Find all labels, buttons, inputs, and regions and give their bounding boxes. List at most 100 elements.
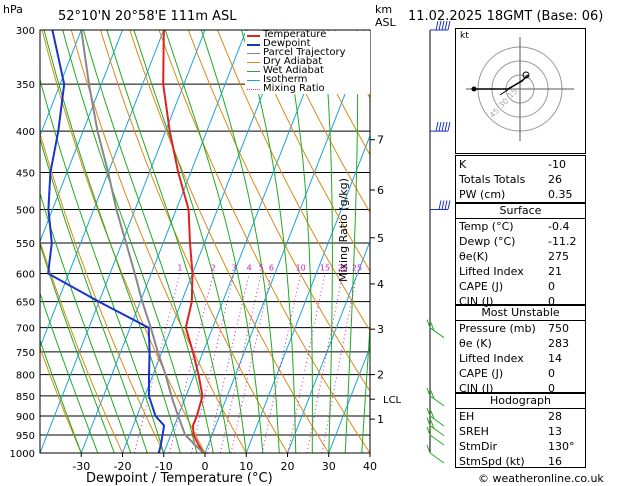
barb-flag [435, 121, 439, 132]
legend-swatch [247, 53, 260, 54]
mixing-ratio-label: 25 [352, 264, 362, 273]
x-tick-label: 30 [322, 460, 336, 473]
table-divider [456, 218, 585, 219]
dry-adiabat [41, 30, 206, 453]
legend-label: Mixing Ratio [263, 83, 325, 94]
row-value: 14 [548, 352, 562, 365]
wind-barb [426, 387, 445, 407]
row-key: Pressure (mb) [459, 322, 536, 335]
pressure-tick-label: 950 [16, 431, 35, 442]
legend-swatch [247, 89, 260, 90]
pressure-tick-label: 300 [16, 26, 35, 37]
barb-flag [447, 20, 451, 31]
barb-flag [444, 200, 448, 210]
row-value: -10 [548, 158, 566, 171]
wet-adiabat [282, 30, 313, 453]
parcel-trajectory-profile [80, 30, 205, 453]
barb-flag [430, 410, 435, 420]
hpa-label: hPa [3, 3, 23, 16]
row-key: CAPE (J) [459, 367, 504, 380]
mixing-ratio-line [230, 273, 272, 453]
table-row: EH 28 [456, 409, 585, 423]
row-value: 130° [548, 440, 575, 453]
wet-adiabat [200, 30, 280, 453]
table-row: Pressure (mb) 750 [456, 321, 585, 335]
barb-flag [426, 387, 431, 397]
hodograph-start-point [471, 86, 477, 92]
mixing-ratio-label: 10 [296, 264, 306, 273]
wet-adiabat [82, 30, 214, 453]
table-row: CAPE (J) 0 [456, 279, 585, 293]
x-tick-label: -10 [155, 460, 173, 473]
mixing-ratio-line [261, 273, 302, 453]
most-unstable-title: Most Unstable [481, 306, 560, 319]
indices-table: K -10 Totals Totals 26 PW (cm) 0.35 [455, 155, 586, 204]
barb-flag [447, 121, 451, 132]
dry-adiabat [158, 30, 370, 453]
mixing-ratio-label: 20 [338, 264, 348, 273]
isotherm-line [245, 134, 370, 453]
pressure-tick-label: 650 [16, 298, 35, 309]
x-tick-label: 10 [239, 460, 253, 473]
table-row: K -10 [456, 157, 585, 171]
row-key: Totals Totals [459, 173, 526, 186]
row-key: Temp (°C) [459, 220, 514, 233]
legend-item: Dewpoint [245, 39, 370, 49]
dry-adiabat [246, 30, 370, 272]
barb-flag [426, 407, 431, 417]
mixing-ratio-axis-title: Mixing Ratio (g/kg) [337, 178, 350, 282]
isotherm-line [40, 30, 206, 453]
wet-adiabat [40, 338, 82, 453]
hodograph-panel: kt 15 30 45 [455, 28, 586, 154]
wind-barb [426, 426, 445, 446]
dry-adiabat [100, 30, 288, 453]
legend-label: Wet Adiabat [263, 65, 324, 76]
row-value: 0 [548, 280, 555, 293]
hodograph-table-title: Hodograph [490, 394, 551, 407]
row-value: 0.35 [548, 188, 573, 201]
dry-adiabat [40, 346, 82, 453]
barb-flag [441, 121, 445, 132]
barb-staff [429, 425, 445, 437]
row-key: Lifted Index [459, 352, 524, 365]
legend-item: Parcel Trajectory [245, 48, 370, 58]
location-label: 52°10'N 20°58'E 111m ASL [58, 9, 237, 24]
row-value: 26 [548, 173, 562, 186]
barb-flag [435, 20, 439, 31]
isotherm-line [40, 30, 82, 138]
pressure-tick-label: 800 [16, 371, 35, 382]
table-divider [456, 320, 585, 321]
pressure-tick-label: 900 [16, 412, 35, 423]
row-key: CIN (J) [459, 382, 494, 395]
dry-adiabat [40, 239, 123, 453]
legend-swatch [247, 62, 260, 63]
wet-adiabat [43, 30, 181, 453]
wet-adiabat [40, 291, 99, 453]
dry-adiabat [304, 30, 370, 156]
barb-flag [426, 319, 431, 328]
row-value: 750 [548, 322, 569, 335]
wet-adiabat [361, 320, 370, 453]
km-tick-label: 2 [377, 369, 384, 382]
barb-flag [438, 121, 442, 132]
wet-adiabat [40, 137, 148, 453]
barb-flag [441, 200, 445, 210]
x-tick-label: -30 [72, 460, 90, 473]
legend-label: Isotherm [263, 74, 308, 85]
table-row: Temp (°C) -0.4 [456, 219, 585, 233]
row-key: K [459, 158, 467, 171]
row-key: Lifted Index [459, 265, 524, 278]
wind-barb [430, 20, 451, 31]
legend-item: Wet Adiabat [245, 65, 370, 76]
wind-barb [426, 319, 445, 339]
barb-flag [444, 121, 448, 132]
table-row: Totals Totals 26 [456, 172, 585, 186]
row-value: 275 [548, 250, 569, 263]
barb-flag [438, 20, 442, 31]
row-key: θe (K) [459, 337, 492, 350]
table-row: CAPE (J) 0 [456, 366, 585, 380]
row-key: StmSpd (kt) [459, 455, 525, 468]
isotherm-line [287, 240, 370, 453]
isotherm-line [40, 30, 123, 243]
wind-barb [426, 407, 445, 427]
